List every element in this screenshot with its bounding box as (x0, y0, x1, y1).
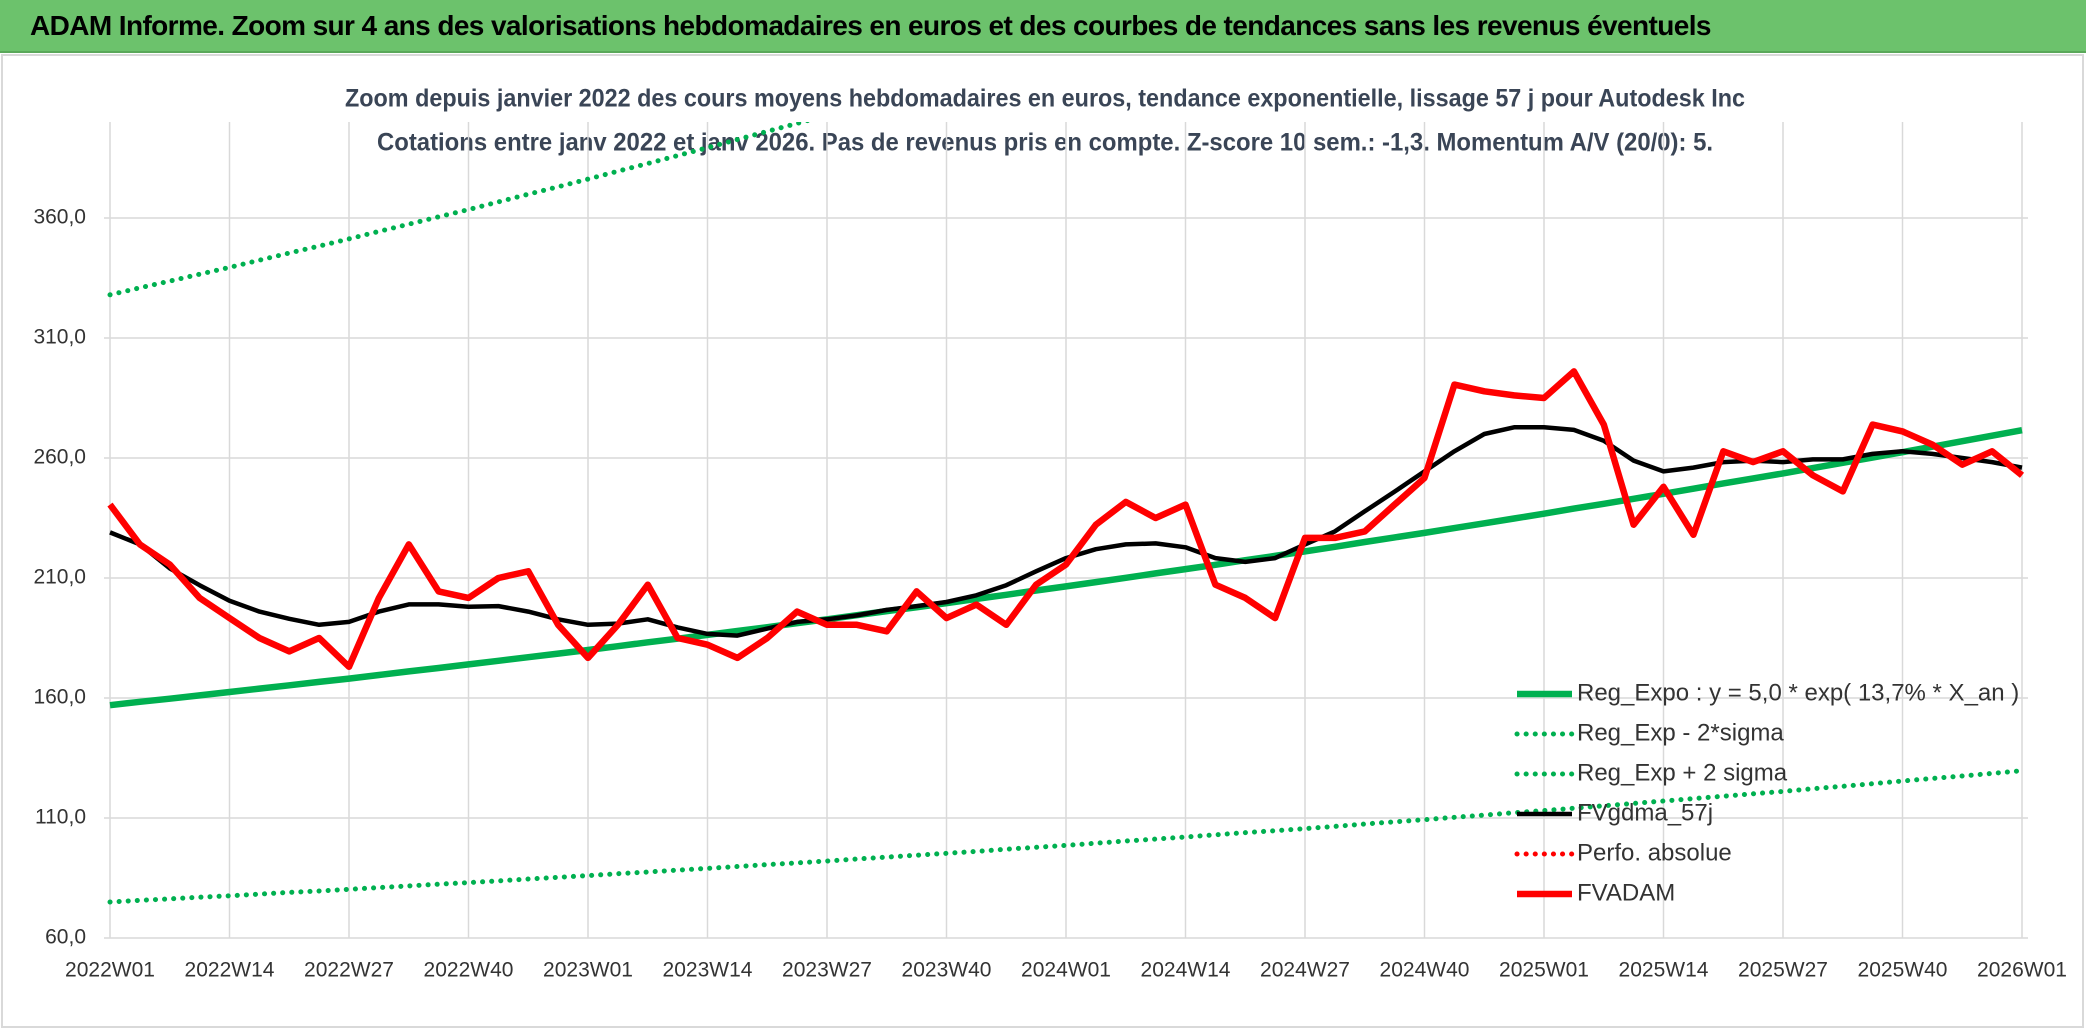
x-tick-label: 2023W27 (782, 959, 872, 982)
header-title: ADAM Informe. Zoom sur 4 ans des valoris… (30, 10, 1711, 41)
y-tick-label: 160,0 (33, 686, 86, 709)
legend-label: Perfo. absolue (1577, 839, 1732, 866)
y-tick-label: 360,0 (33, 206, 86, 229)
x-tick-label: 2025W40 (1858, 959, 1948, 982)
chart-title: Zoom depuis janvier 2022 des cours moyen… (345, 85, 1745, 113)
x-tick-label: 2025W01 (1499, 959, 1589, 982)
x-tick-label: 2025W14 (1619, 959, 1709, 982)
y-tick-label: 210,0 (33, 566, 86, 589)
legend-label: FVgdma_57j (1577, 799, 1713, 826)
series-line (109, 425, 2023, 638)
x-tick-label: 2026W01 (1977, 959, 2067, 982)
x-tick-label: 2022W01 (65, 959, 155, 982)
chart: Zoom depuis janvier 2022 des cours moyen… (1, 54, 2084, 1028)
x-tick-label: 2022W27 (304, 959, 394, 982)
y-tick-label: 260,0 (33, 446, 86, 469)
chart-subtitle: Cotations entre janv 2022 et janv 2026. … (377, 129, 1713, 157)
legend-label: Reg_Exp - 2*sigma (1577, 719, 1784, 746)
x-tick-label: 2024W27 (1260, 959, 1350, 982)
x-tick-label: 2025W27 (1738, 959, 1828, 982)
y-tick-label: 310,0 (33, 326, 86, 349)
header: ADAM Informe. Zoom sur 4 ans des valoris… (0, 0, 2086, 53)
x-tick-label: 2024W01 (1021, 959, 1111, 982)
series-line (109, 427, 2023, 709)
x-tick-label: 2023W14 (663, 959, 753, 982)
y-tick-label: 110,0 (35, 806, 86, 829)
x-tick-label: 2024W40 (1380, 959, 1470, 982)
legend-label: Reg_Exp + 2 sigma (1577, 759, 1788, 786)
legend-label: FVADAM (1577, 879, 1675, 906)
x-tick-label: 2022W40 (424, 959, 514, 982)
series-line (107, 768, 2025, 905)
x-tick-label: 2023W40 (902, 959, 992, 982)
x-tick-label: 2023W01 (543, 959, 633, 982)
x-tick-label: 2022W14 (185, 959, 275, 982)
chart-frame (1, 54, 2084, 1028)
series-line (107, 368, 2025, 671)
y-tick-label: 60,0 (45, 926, 86, 949)
plot-area (107, 122, 2025, 905)
legend-label: Reg_Expo : y = 5,0 * exp( 13,7% * X_an ) (1577, 679, 2019, 706)
series-line (107, 122, 812, 298)
x-tick-label: 2024W14 (1141, 959, 1231, 982)
